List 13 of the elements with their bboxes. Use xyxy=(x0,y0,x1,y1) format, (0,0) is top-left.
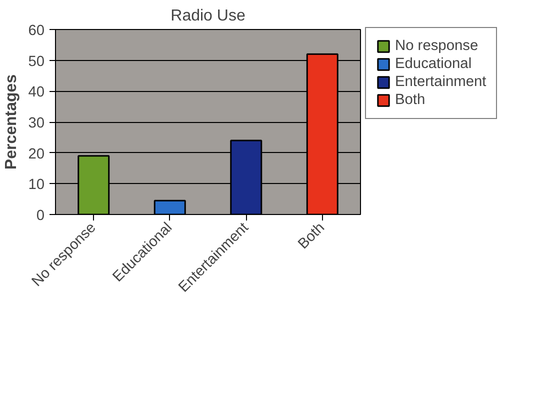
chart-title: Radio Use xyxy=(170,8,246,24)
y-tick-label: 10 xyxy=(28,177,45,194)
legend-label: Entertainment xyxy=(395,74,486,90)
y-tick-label: 30 xyxy=(28,116,45,132)
legend-label: Educational xyxy=(395,56,472,72)
y-tick-label: 50 xyxy=(28,54,45,70)
y-tick-label: 40 xyxy=(28,84,45,101)
y-tick-label: 0 xyxy=(36,208,45,224)
y-tick-label: 20 xyxy=(28,146,45,162)
y-tick-label: 60 xyxy=(28,23,45,39)
y-axis-title: Percentages xyxy=(3,74,20,170)
legend-label: Both xyxy=(395,92,426,108)
legend-label: No response xyxy=(395,38,478,54)
